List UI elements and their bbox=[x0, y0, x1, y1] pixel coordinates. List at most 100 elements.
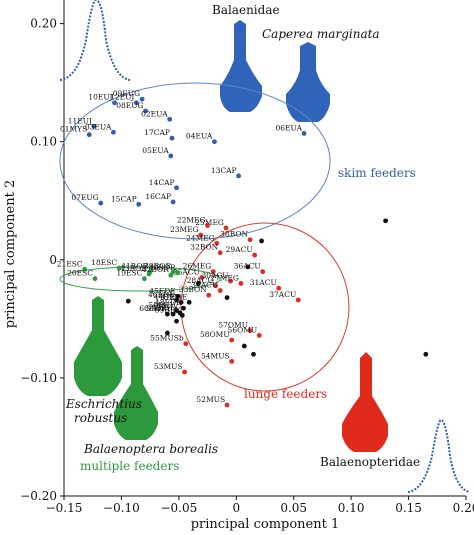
data-point-label: 53MUS bbox=[154, 362, 183, 371]
balaenopteridae-skull-icon bbox=[342, 352, 388, 452]
data-point-label: 54MUS bbox=[201, 351, 230, 360]
group-outlines bbox=[59, 82, 350, 392]
data-point-label: 59BRY bbox=[155, 305, 181, 314]
skim-feeders-ellipse bbox=[59, 82, 331, 240]
data-point bbox=[174, 308, 179, 313]
data-point bbox=[143, 108, 148, 114]
x-axis-title: principal component 1 bbox=[191, 517, 340, 532]
x-tick-label: −0.10 bbox=[103, 501, 140, 515]
density-curves bbox=[59, 0, 471, 493]
multiple-feeders-label: multiple feeders bbox=[80, 459, 179, 473]
multiple-feeders-ellipse bbox=[59, 266, 221, 292]
data-point-label: 21ESC bbox=[57, 259, 83, 268]
data-point bbox=[224, 295, 230, 300]
data-point-label: 46EDE bbox=[148, 290, 175, 299]
data-point-label: 22MEG bbox=[177, 216, 206, 225]
data-point-label: 57OMU bbox=[218, 321, 248, 330]
x-tick-label: 0.05 bbox=[280, 501, 307, 515]
x-tick-label: −0.15 bbox=[46, 501, 83, 515]
eschrichtius-label-1: Eschrichtius bbox=[65, 397, 142, 411]
data-point bbox=[247, 328, 253, 334]
x-tick-label: 0.15 bbox=[395, 501, 422, 515]
data-point-label: 09EUG bbox=[113, 89, 140, 98]
data-point bbox=[91, 123, 97, 129]
data-point bbox=[276, 285, 282, 291]
data-point-label: 14CAP bbox=[149, 178, 175, 187]
data-point bbox=[164, 330, 170, 336]
x-tick-label: 0 bbox=[232, 501, 240, 515]
data-point bbox=[229, 358, 235, 364]
data-point bbox=[210, 269, 216, 275]
data-point-label: 02EUA bbox=[141, 109, 168, 118]
skull-silhouettes bbox=[74, 20, 388, 452]
x-ticks: −0.15 −0.10 −0.05 0 0.05 0.10 0.15 0.20 bbox=[46, 496, 474, 515]
data-point bbox=[116, 265, 122, 271]
data-point bbox=[238, 281, 244, 286]
data-point bbox=[198, 232, 204, 238]
data-point bbox=[256, 332, 262, 338]
data-point bbox=[146, 271, 152, 277]
data-point-label: 27MEG bbox=[210, 273, 239, 282]
data-point-label: 55MUSb bbox=[150, 334, 184, 343]
y-tick-label: 0.20 bbox=[30, 17, 57, 31]
data-point-label: 40BOR bbox=[149, 263, 176, 272]
data-point bbox=[224, 402, 230, 408]
lunge-feeders-circle bbox=[180, 222, 350, 392]
data-point bbox=[139, 96, 145, 102]
data-point-label: 23MEG bbox=[170, 225, 199, 234]
data-point bbox=[133, 100, 139, 106]
data-point-label: 05EUA bbox=[142, 146, 169, 155]
eschrichtius-label-2: robustus bbox=[74, 411, 127, 425]
data-point bbox=[217, 288, 223, 293]
data-point-label: 48EDE bbox=[155, 298, 182, 307]
data-point bbox=[174, 318, 179, 324]
data-point bbox=[229, 337, 235, 343]
y-tick-label: −0.10 bbox=[20, 371, 57, 385]
data-point bbox=[169, 135, 175, 141]
data-point-label: 34ACU bbox=[191, 281, 218, 290]
balaenidae-skull-icon bbox=[220, 20, 262, 112]
data-point bbox=[136, 201, 142, 207]
data-point-label: 30ACU bbox=[202, 271, 229, 280]
data-point-label: 13CAP bbox=[211, 166, 237, 175]
data-point bbox=[112, 100, 117, 106]
y-tick-label: −0.20 bbox=[20, 489, 57, 503]
data-point bbox=[168, 153, 174, 159]
data-point bbox=[181, 305, 186, 311]
data-point bbox=[252, 252, 258, 258]
data-point-label: 43BOR bbox=[120, 264, 147, 273]
data-point-label: 35ACU bbox=[173, 268, 200, 277]
data-point-label: 39BOR bbox=[144, 262, 171, 271]
data-point bbox=[205, 223, 210, 228]
data-point-label: 28ACU bbox=[187, 276, 214, 285]
data-point-label: 37ACU bbox=[269, 290, 296, 299]
caperea-skull-icon bbox=[286, 42, 330, 122]
data-point-label: 32BON bbox=[190, 243, 218, 252]
pc1-density-curve bbox=[407, 418, 471, 493]
caperea-label: Caperea marginata bbox=[262, 27, 380, 41]
data-point-label: 33BON bbox=[179, 285, 207, 294]
data-point bbox=[98, 200, 104, 206]
data-point-label: 41BOR bbox=[121, 262, 148, 271]
y-tick-label: 0.10 bbox=[30, 135, 57, 149]
data-point bbox=[228, 278, 233, 284]
data-point bbox=[174, 185, 179, 191]
data-point-label: 01MYS bbox=[60, 125, 87, 134]
data-point bbox=[212, 139, 217, 145]
data-point bbox=[178, 299, 184, 305]
x-tick-label: 0.20 bbox=[453, 501, 474, 515]
data-point-label: 49PHY bbox=[152, 303, 179, 312]
data-point-label: 42BOR bbox=[142, 265, 169, 274]
data-point bbox=[110, 129, 116, 135]
data-point bbox=[168, 272, 174, 278]
data-point bbox=[164, 311, 170, 317]
data-point bbox=[423, 351, 429, 357]
data-point-label: 51BRY bbox=[146, 304, 172, 313]
data-point-label: 20ESC bbox=[67, 269, 93, 278]
data-point bbox=[86, 132, 92, 138]
lunge-feeders-label: lunge feeders bbox=[244, 387, 327, 401]
borealis-label: Balaenoptera borealis bbox=[83, 442, 218, 456]
data-point bbox=[236, 173, 241, 179]
